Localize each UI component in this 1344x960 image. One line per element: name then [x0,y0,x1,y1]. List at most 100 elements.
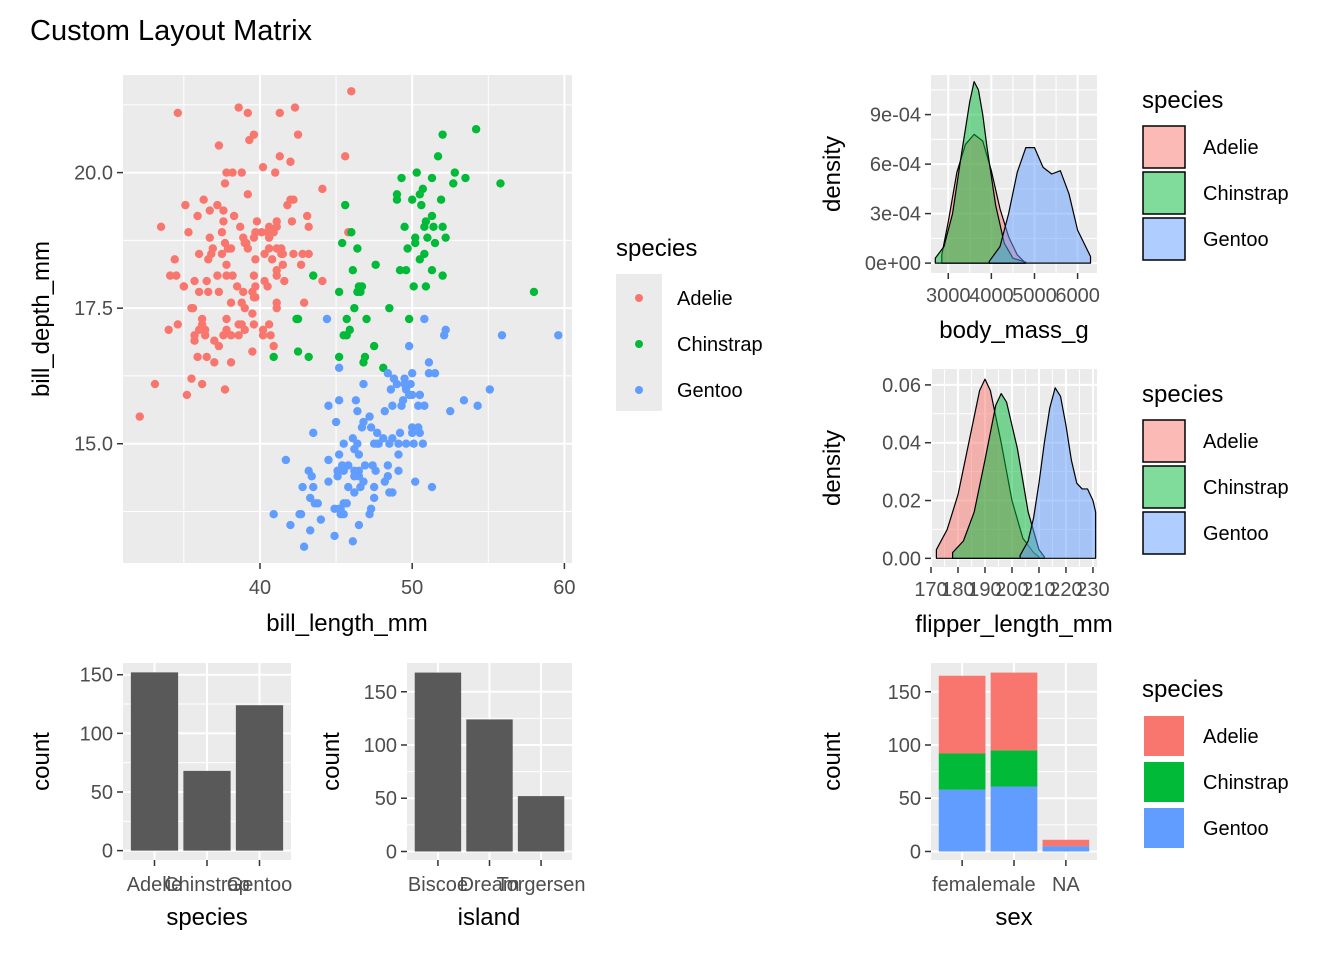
y-axis-label: count [819,732,846,791]
scatter-point-adelie [232,282,242,291]
scatter-point-chinstrap [403,244,412,253]
scatter-point-gentoo [406,379,415,389]
scatter-point-adelie [318,184,327,194]
scatter-point-adelie [251,282,260,291]
scatter-point-adelie [165,271,175,280]
scatter-point-adelie [228,168,237,177]
scatter-point-gentoo [353,406,362,416]
scatter-point-adelie [210,358,219,367]
scatter-point-chinstrap [420,249,429,259]
scatter-point-adelie [190,276,199,286]
scatter-point-adelie [187,374,196,383]
scatter-point-adelie [179,282,189,291]
scatter-point-adelie [275,108,284,118]
y-tick-label: 20.0 [74,163,113,185]
scatter-point-gentoo [306,526,315,535]
x-tick-label: 50 [401,577,423,599]
scatter-point-chinstrap [433,152,443,161]
scatter-point-gentoo [369,493,379,503]
scatter-point-gentoo [388,401,397,410]
x-tick-label: female [932,874,992,896]
y-axis-label: bill_depth_mm [28,241,55,397]
x-axis-label: island [458,904,521,931]
bar-segment-adelie [938,675,986,754]
bar-segment-gentoo [1042,846,1090,852]
scatter-point-gentoo [415,428,424,438]
scatter-point-chinstrap [450,168,460,177]
scatter-point-gentoo [430,369,440,378]
scatter-point-adelie [272,217,281,226]
scatter-point-gentoo [296,510,306,519]
scatter-point-adelie [204,287,213,297]
scatter-point-chinstrap [293,347,303,356]
bar-segment-chinstrap [938,753,986,790]
scatter-point-adelie [239,287,248,297]
scatter-point-gentoo [339,466,348,476]
legend-label-gentoo: Gentoo [677,380,743,402]
y-axis-label: count [28,732,55,791]
scatter-point-chinstrap [347,228,356,237]
scatter-point-chinstrap [350,303,359,313]
scatter-point-adelie [272,271,281,280]
scatter-point-adelie [237,298,246,307]
scatter-point-adelie [243,190,253,199]
scatter-point-chinstrap [418,184,428,194]
scatter-point-chinstrap [359,358,368,367]
scatter-point-adelie [318,276,327,286]
scatter-point-adelie [243,108,253,118]
scatter-point-adelie [135,412,144,421]
scatter-point-adelie [222,168,231,177]
scatter-point-adelie [252,217,262,226]
scatter-point-gentoo [354,450,364,459]
scatter-point-adelie [194,287,204,297]
scatter-point-gentoo [441,325,450,335]
scatter-point-gentoo [365,412,374,421]
legend-title: species [1142,381,1223,408]
y-axis-label: density [819,430,846,506]
scatter-point-chinstrap [369,341,379,351]
scatter-point-gentoo [554,331,563,340]
x-tick-label: male [992,874,1035,896]
scatter-point-adelie [289,195,298,204]
scatter-point-chinstrap [293,314,303,324]
scatter-point-adelie [293,130,303,139]
scatter-point-gentoo [369,439,379,448]
scatter-point-adelie [184,228,193,237]
scatter-point-chinstrap [423,233,432,242]
scatter-point-gentoo [368,461,377,470]
scatter-point-adelie [269,341,278,351]
scatter-point-adelie [205,233,214,242]
x-tick-label: Chinstrap [164,874,250,896]
legend-label-chinstrap: Chinstrap [1203,772,1289,794]
scatter-point-chinstrap [371,260,380,269]
x-tick-label: 210 [1022,579,1055,601]
x-tick-label: Dream [459,874,519,896]
scatter-point-gentoo [383,472,393,481]
legend-label-chinstrap: Chinstrap [1203,477,1289,499]
scatter-point-chinstrap [348,266,358,275]
scatter-point-chinstrap [496,179,505,188]
scatter-point-chinstrap [420,222,429,232]
bar-chinstrap [183,770,231,851]
scatter-point-adelie [251,228,260,237]
scatter-point-gentoo [380,406,389,416]
scatter-point-gentoo [424,369,434,378]
x-tick-label: 220 [1049,579,1082,601]
legend-key-chinstrap [635,340,643,348]
scatter-point-adelie [264,320,274,329]
scatter-point-gentoo [372,428,382,438]
x-tick-label: 170 [914,579,947,601]
scatter-point-adelie [223,244,233,253]
x-tick-label: Gentoo [227,874,293,896]
scatter-point-gentoo [350,488,359,497]
legend-key-adelie [1142,419,1186,463]
scatter-point-chinstrap [269,352,278,362]
legend-label-adelie: Adelie [1203,137,1259,159]
scatter-point-chinstrap [427,266,437,275]
x-tick-label: 4000 [969,285,1014,307]
scatter-point-gentoo [414,401,423,410]
scatter-point-gentoo [386,385,396,394]
scatter-point-gentoo [394,466,403,476]
